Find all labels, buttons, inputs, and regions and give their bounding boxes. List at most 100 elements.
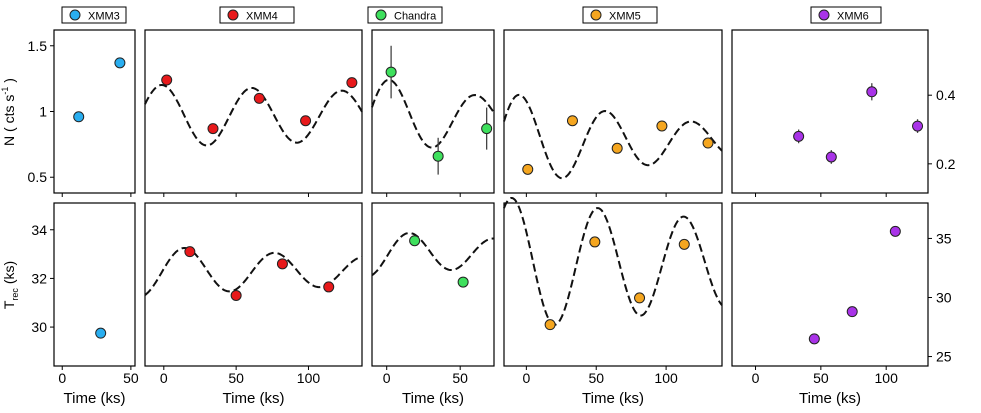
data-point	[73, 111, 85, 123]
plot-frame	[53, 202, 136, 367]
data-point	[846, 306, 858, 318]
data-point	[793, 130, 805, 142]
panel-xmm6: 0 50 100 Time (ks)	[731, 29, 929, 407]
data-point	[889, 225, 901, 237]
data-point	[634, 292, 646, 304]
x-tick-label: 100	[875, 370, 899, 386]
data-point	[825, 151, 837, 163]
x-tick-label: 0	[522, 370, 530, 386]
y-tick-label-right: 35	[936, 230, 952, 246]
model-curve	[371, 232, 494, 276]
data-point	[409, 235, 421, 247]
model-curve	[144, 84, 363, 147]
y-tick-label: 1.5	[28, 38, 48, 54]
data-point	[912, 120, 924, 132]
legend-xmm6: XMM6	[810, 6, 882, 24]
y-tick-label-right: 25	[936, 349, 952, 365]
legend-xmm5: XMM5	[582, 6, 658, 24]
data-point	[544, 319, 556, 331]
data-point	[566, 115, 578, 127]
legend-marker	[69, 9, 81, 21]
legend-label: XMM5	[609, 11, 641, 23]
data-point	[276, 258, 288, 270]
data-point	[385, 66, 397, 78]
y-tick-label: 32	[31, 270, 47, 286]
plot-frame	[731, 202, 929, 367]
plot-frame	[503, 202, 723, 367]
legend-chandra: Chandra	[367, 6, 443, 24]
legend-box	[810, 6, 882, 24]
plot-frame	[144, 29, 363, 194]
data-point	[457, 276, 469, 288]
legend-box	[582, 6, 658, 24]
legend-xmm4: XMM4	[219, 6, 295, 24]
legend-xmm3: XMM3	[61, 6, 127, 24]
data-point	[678, 238, 690, 250]
data-point	[230, 289, 242, 301]
data-point	[184, 246, 196, 258]
data-point	[95, 327, 107, 339]
y-tick-label-right: 0.2	[936, 156, 956, 172]
data-point	[808, 333, 820, 345]
x-tick-label: 0	[752, 370, 760, 386]
panel-xmm4: 0 50 100 Time (ks)	[144, 29, 363, 407]
y-tick-label-right: 30	[936, 289, 952, 305]
data-point	[702, 137, 714, 149]
legend-marker	[375, 9, 387, 21]
data-point	[481, 123, 493, 135]
y-tick-label: 0.5	[28, 169, 48, 185]
data-point	[207, 123, 219, 135]
legend-label: XMM4	[246, 11, 278, 23]
legend-box	[219, 6, 295, 24]
data-point	[323, 281, 335, 293]
x-tick-label: 50	[452, 370, 468, 386]
plot-frame	[371, 202, 495, 367]
data-point	[656, 120, 668, 132]
data-point	[346, 77, 358, 89]
data-point	[114, 57, 126, 69]
y-tick-label-right: 0.4	[936, 87, 956, 103]
legend-label: XMM3	[88, 11, 120, 23]
legend-marker	[227, 9, 239, 21]
x-tick-label: 50	[228, 370, 244, 386]
data-point	[522, 163, 534, 175]
model-curve	[503, 197, 723, 326]
x-tick-label: 100	[297, 370, 321, 386]
x-tick-label: 100	[654, 370, 678, 386]
x-axis-label: Time (ks)	[402, 390, 464, 407]
model-curve	[503, 93, 723, 180]
panel-xmm3: 0 50 Time (ks)	[53, 29, 139, 407]
x-axis-label: Time (ks)	[223, 390, 285, 407]
y-tick-label: 1	[39, 104, 47, 120]
x-tick-label: 0	[160, 370, 168, 386]
y-tick-label: 30	[31, 319, 47, 335]
legend-box	[367, 6, 443, 24]
legend-label: XMM6	[837, 11, 869, 23]
data-point	[866, 86, 878, 98]
data-point	[253, 92, 265, 104]
plot-frame	[503, 29, 723, 194]
x-axis-label: Time (ks)	[799, 390, 861, 407]
data-point	[432, 150, 444, 162]
legend-label: Chandra	[394, 11, 437, 23]
data-point	[300, 115, 312, 127]
legend-marker	[818, 9, 830, 21]
y-tick-label: 34	[31, 222, 47, 238]
x-tick-label: 50	[588, 370, 604, 386]
panel-chandra: 0 50 Time (ks)	[371, 29, 495, 407]
x-tick-label: 0	[58, 370, 66, 386]
plot-frame	[144, 202, 363, 367]
plot-frame	[731, 29, 929, 194]
plot-frame	[371, 29, 495, 194]
legend-marker	[590, 9, 602, 21]
plot-frame	[53, 29, 136, 194]
data-point	[611, 142, 623, 154]
model-curve	[371, 78, 495, 149]
data-point	[589, 236, 601, 248]
x-tick-label: 0	[383, 370, 391, 386]
x-tick-label: 50	[813, 370, 829, 386]
x-axis-label: Time (ks)	[64, 390, 126, 407]
panel-xmm5: 0 50 100 Time (ks)	[503, 29, 723, 407]
